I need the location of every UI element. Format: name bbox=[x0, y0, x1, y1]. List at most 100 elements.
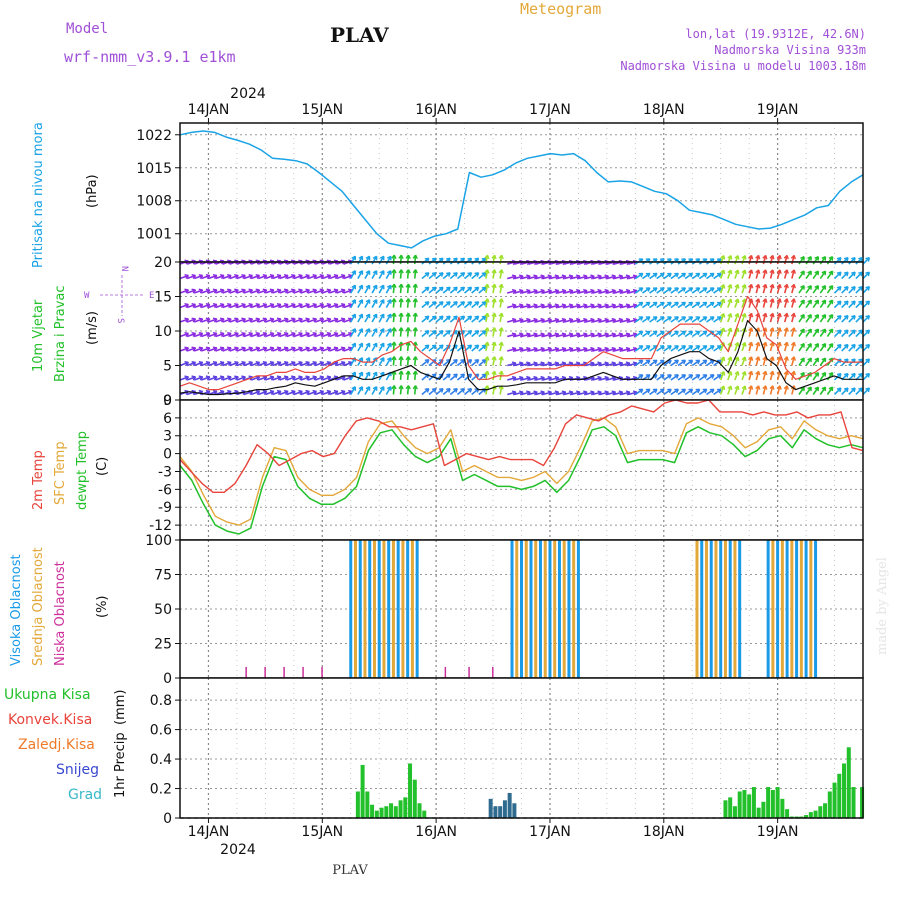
wind-arrowhead bbox=[379, 284, 385, 290]
wind-arrow bbox=[272, 289, 282, 294]
total-precip-bar bbox=[770, 790, 775, 818]
pressure-ytick-label: 1001 bbox=[136, 227, 172, 243]
wind-arrowhead bbox=[695, 316, 701, 321]
wind-arrowhead bbox=[783, 312, 789, 318]
wind-arrow bbox=[805, 343, 812, 352]
wind-arrow bbox=[421, 359, 430, 367]
wind-arrow bbox=[833, 387, 842, 396]
wind-arrow bbox=[499, 327, 503, 337]
wind-arrowhead bbox=[720, 269, 726, 275]
wind-arrow bbox=[542, 376, 552, 381]
wind-arrow bbox=[329, 318, 339, 323]
wind-arrowhead bbox=[568, 288, 574, 295]
wind-arrowhead bbox=[191, 361, 197, 366]
wind-arrow bbox=[684, 359, 693, 367]
mid-cloud-bar bbox=[809, 540, 813, 678]
wind-arrow bbox=[307, 303, 317, 309]
wind-arrowhead bbox=[604, 361, 609, 367]
wind-arrow bbox=[776, 371, 781, 381]
wind-arrow bbox=[208, 361, 218, 367]
wind-arrow bbox=[656, 330, 665, 338]
wind-arrow bbox=[741, 342, 746, 352]
wind-arrowhead bbox=[660, 316, 665, 321]
wind-arrowhead bbox=[305, 274, 310, 280]
wind-arrowhead bbox=[262, 274, 268, 280]
wind-arrowhead bbox=[843, 387, 849, 393]
wind-arrow bbox=[456, 330, 465, 338]
total-precip-bar bbox=[355, 791, 360, 818]
wind-arrow bbox=[592, 376, 602, 381]
wind-arrowhead bbox=[540, 390, 545, 396]
wind-arrow bbox=[606, 391, 616, 396]
wind-arrowhead bbox=[776, 269, 782, 274]
wind-arrowhead bbox=[554, 303, 560, 309]
wind-arrow bbox=[250, 376, 260, 381]
wind-arrow bbox=[841, 344, 849, 352]
precip-ylabel-2: (mm) bbox=[113, 690, 128, 725]
wind-arrow bbox=[741, 284, 746, 294]
wind-arrow bbox=[471, 301, 480, 309]
wind-arrow bbox=[471, 315, 480, 323]
mid-cloud-bar bbox=[353, 540, 357, 678]
wind-arrowhead bbox=[748, 341, 754, 347]
wind-arrow bbox=[272, 361, 282, 367]
wind-arrowhead bbox=[695, 359, 701, 365]
wind-arrow bbox=[243, 361, 253, 367]
wind-arrow bbox=[392, 312, 396, 323]
wind-arrow bbox=[406, 356, 410, 366]
wind-arrow bbox=[677, 388, 686, 396]
wind-arrowhead bbox=[769, 327, 775, 332]
wind-arrowhead bbox=[269, 375, 275, 381]
wind-arrowhead bbox=[645, 388, 651, 394]
wind-arrow bbox=[713, 374, 722, 381]
high-cloud-bar bbox=[785, 540, 789, 678]
wind-arrowhead bbox=[836, 315, 842, 320]
wind-arrowhead bbox=[814, 270, 820, 276]
wind-arrow bbox=[755, 342, 760, 352]
wind-arrowhead bbox=[219, 288, 225, 294]
wind-arrowhead bbox=[276, 346, 282, 352]
wind-arrowhead bbox=[398, 341, 404, 346]
bottom-day-label: 18JAN bbox=[643, 824, 685, 840]
mid-cloud-bar bbox=[363, 540, 367, 678]
wind-arrow bbox=[677, 345, 686, 352]
wind-arrowhead bbox=[519, 303, 524, 309]
wind-arrow bbox=[713, 359, 722, 367]
wind-arrowhead bbox=[424, 330, 430, 335]
total-precip-bar bbox=[804, 815, 809, 818]
wind-arrow bbox=[628, 289, 638, 294]
wind-arrow bbox=[762, 313, 767, 323]
wind-arrowhead bbox=[412, 312, 418, 317]
wind-arrowhead bbox=[269, 303, 275, 309]
wind-arrow bbox=[656, 388, 665, 396]
wind-arrowhead bbox=[688, 316, 694, 321]
wind-arrow bbox=[236, 318, 246, 323]
wind-arrowhead bbox=[319, 317, 325, 323]
wind-arrow bbox=[208, 376, 218, 381]
t2m-line bbox=[179, 399, 864, 493]
wind-arrowhead bbox=[269, 361, 275, 366]
wind-arrowhead bbox=[776, 385, 782, 390]
wind-arrowhead bbox=[234, 375, 239, 381]
wind-arrow bbox=[421, 388, 430, 396]
wind-arrow bbox=[286, 303, 296, 309]
wind-arrow bbox=[841, 286, 849, 294]
wind-arrow bbox=[236, 289, 246, 294]
wind-arrow bbox=[229, 318, 239, 323]
total-precip-bar bbox=[756, 807, 761, 818]
wind-arrowhead bbox=[590, 332, 595, 338]
wind-arrow bbox=[656, 301, 665, 309]
wind-arrowhead bbox=[667, 301, 672, 307]
wind-arrowhead bbox=[484, 254, 490, 260]
wind-arrowhead bbox=[312, 389, 318, 395]
wind-arrow bbox=[641, 345, 651, 352]
wind-arrowhead bbox=[590, 361, 595, 367]
wind-arrowhead bbox=[604, 303, 610, 309]
wind-arrow bbox=[833, 286, 842, 294]
wind-arrow bbox=[719, 284, 725, 294]
wind-arrowhead bbox=[667, 345, 672, 350]
wind-arrow bbox=[471, 359, 480, 367]
wind-arrow bbox=[406, 298, 410, 308]
wind-arrowhead bbox=[262, 288, 268, 294]
location-title: PLAV bbox=[330, 23, 389, 47]
